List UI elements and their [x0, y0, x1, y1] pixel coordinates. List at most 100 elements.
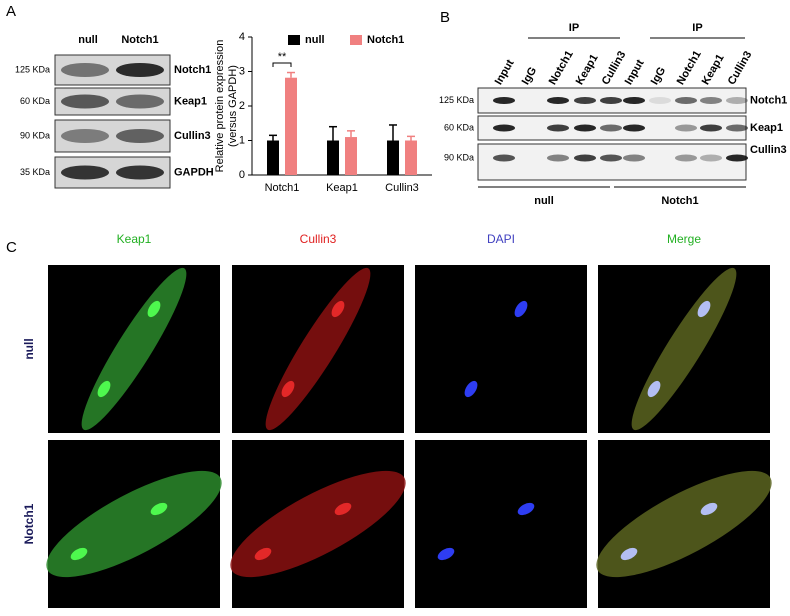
band — [623, 124, 645, 132]
y-axis-label: Relative protein expression — [214, 40, 226, 173]
nucleus — [517, 502, 535, 516]
protein-label: GAPDH — [174, 166, 214, 178]
nucleus — [331, 300, 345, 318]
nucleus — [147, 300, 161, 318]
x-tick-label: Keap1 — [326, 182, 358, 194]
panel-label: B — [440, 9, 450, 26]
band — [493, 124, 515, 132]
marker-label: 125 KDa — [439, 95, 474, 105]
band — [726, 97, 748, 104]
legend-swatch — [350, 35, 362, 45]
annotation: ** — [278, 51, 287, 63]
bar — [285, 77, 297, 175]
marker-label: 60 KDa — [444, 122, 474, 132]
nucleus — [281, 380, 295, 398]
lane-label: null — [78, 34, 98, 46]
band — [675, 154, 697, 162]
band — [574, 154, 596, 162]
bar — [345, 137, 357, 175]
y-tick-label: 2 — [239, 100, 245, 112]
nucleus — [697, 300, 711, 318]
micrograph — [415, 265, 587, 433]
lane-label: Cullin3 — [726, 49, 755, 87]
x-tick-label: Notch1 — [265, 182, 300, 194]
y-tick-label: 0 — [239, 169, 245, 181]
band — [574, 97, 596, 104]
ip-label: IP — [692, 22, 702, 34]
row-label: null — [22, 338, 36, 359]
y-tick-label: 4 — [239, 31, 245, 43]
band — [547, 97, 569, 104]
panel-label: C — [6, 239, 17, 256]
significance-bracket — [272, 62, 292, 67]
cell — [46, 470, 222, 578]
y-axis-label: (versus GAPDH) — [227, 65, 239, 147]
nucleus — [437, 547, 455, 561]
bar — [405, 140, 417, 175]
protein-label: Notch1 — [750, 94, 787, 106]
x-tick-label: Cullin3 — [385, 182, 419, 194]
marker-label: 90 KDa — [20, 130, 50, 140]
lane-label: Notch1 — [547, 49, 576, 87]
lane-label: Keap1 — [574, 52, 601, 87]
legend-swatch — [288, 35, 300, 45]
nucleus — [647, 380, 661, 398]
column-label: DAPI — [487, 232, 515, 246]
bar — [387, 140, 399, 175]
legend-label: Notch1 — [367, 34, 404, 46]
band — [726, 124, 748, 132]
band — [574, 124, 596, 132]
band — [700, 154, 722, 162]
y-tick-label: 1 — [239, 134, 245, 146]
band — [547, 154, 569, 162]
nucleus — [254, 547, 272, 561]
band — [61, 63, 109, 77]
marker-label: 125 KDa — [15, 64, 50, 74]
band — [700, 97, 722, 104]
lane-label: IgG — [649, 65, 669, 87]
ip-label: IP — [569, 22, 579, 34]
cell — [596, 470, 772, 578]
band — [116, 94, 164, 109]
nucleus — [700, 502, 718, 516]
column-label: Merge — [667, 232, 701, 246]
lane-label: Input — [623, 57, 647, 87]
nucleus — [514, 300, 528, 318]
nucleus — [334, 502, 352, 516]
bar — [267, 140, 279, 175]
band — [600, 97, 622, 104]
band — [116, 63, 164, 77]
group-label: null — [534, 195, 554, 207]
lane-label: Keap1 — [700, 52, 727, 87]
band — [623, 97, 645, 104]
marker-label: 60 KDa — [20, 96, 50, 106]
band — [547, 124, 569, 132]
protein-label: Cullin3 — [174, 130, 211, 142]
band — [116, 165, 164, 180]
lane-label: Notch1 — [121, 34, 158, 46]
band — [600, 124, 622, 132]
protein-label: Keap1 — [750, 122, 783, 134]
row-label: Notch1 — [22, 503, 36, 544]
group-label: Notch1 — [661, 195, 698, 207]
bar — [327, 140, 339, 175]
band — [623, 154, 645, 162]
marker-label: 35 KDa — [20, 167, 50, 177]
nucleus — [97, 380, 111, 398]
band — [61, 94, 109, 109]
band — [649, 97, 671, 104]
band — [726, 154, 748, 162]
band — [493, 97, 515, 104]
band — [493, 154, 515, 162]
nucleus — [70, 547, 88, 561]
band — [675, 97, 697, 104]
marker-label: 90 KDa — [444, 152, 474, 162]
legend-label: null — [305, 34, 325, 46]
y-tick-label: 3 — [239, 65, 245, 77]
band — [61, 165, 109, 180]
column-label: Cullin3 — [300, 232, 337, 246]
band — [116, 129, 164, 143]
protein-label: Cullin3 — [750, 144, 787, 156]
band — [61, 129, 109, 143]
